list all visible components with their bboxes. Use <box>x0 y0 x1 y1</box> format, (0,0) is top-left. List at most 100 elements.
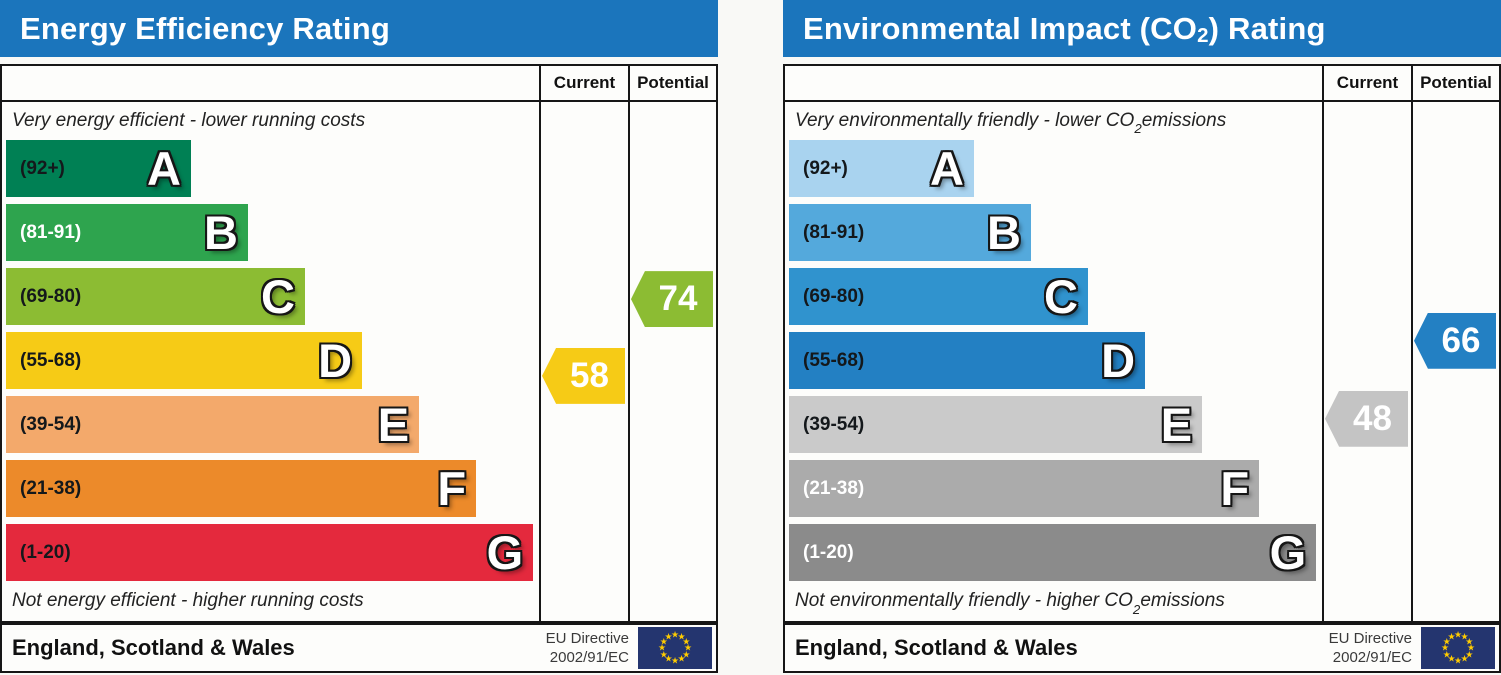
band-letter: A <box>146 142 181 195</box>
band-letter: B <box>987 206 1021 259</box>
band-row-d: (55-68) D <box>6 332 363 389</box>
chart-footer: England, Scotland & Wales EU Directive 2… <box>783 623 1501 673</box>
current-col: 48 <box>1322 102 1411 621</box>
eu-star: ★ <box>659 636 668 646</box>
band-range-label: (21-38) <box>803 477 865 499</box>
band-letter: G <box>486 526 524 579</box>
eu-star: ★ <box>683 642 693 653</box>
eu-directive-line2: 2002/91/EC <box>1332 649 1412 666</box>
band-range-label: (92+) <box>803 157 848 179</box>
band-row-f: (21-38) F <box>789 460 1260 517</box>
current-rating-value: 48 <box>1353 398 1392 438</box>
eu-directive-label: EU Directive 2002/91/EC <box>1329 629 1412 668</box>
band-range-label: (81-91) <box>20 221 82 243</box>
band-row-g: (1-20) G <box>6 524 534 581</box>
rating-table: Current Potential Very environmentally f… <box>783 64 1501 623</box>
column-header-potential: Potential <box>1411 66 1499 100</box>
band-letter: A <box>929 142 964 195</box>
column-header-potential: Potential <box>628 66 716 100</box>
current-rating-arrow: 58 <box>542 347 625 404</box>
band-row-b: (81-91) B <box>789 204 1031 261</box>
current-rating-value: 58 <box>570 355 609 395</box>
band-row-a: (92+) A <box>6 140 191 197</box>
top-note-subscript: 2 <box>1134 121 1142 136</box>
band-row-e: (39-54) E <box>6 396 420 453</box>
band-range-label: (39-54) <box>20 413 82 435</box>
potential-rating-arrow: 74 <box>631 271 713 328</box>
bottom-note-suffix: emissions <box>1140 590 1225 611</box>
eu-flag: ★ ★ ★ ★ ★ ★ ★ ★ ★ ★ ★ ★ <box>1421 627 1495 669</box>
band-letter: E <box>377 398 410 451</box>
eu-star: ★ <box>1440 642 1450 653</box>
chart-title-suffix: ) Rating <box>1208 10 1326 46</box>
eu-star: ★ <box>677 631 686 642</box>
band-letter: C <box>1044 270 1078 323</box>
band-letter: E <box>1160 398 1193 451</box>
band-letter: D <box>318 334 353 387</box>
chart-title-bar: Environmental Impact (CO 2) Rating <box>783 0 1501 57</box>
band-letter: F <box>1220 462 1250 515</box>
eu-directive-label: EU Directive 2002/91/EC <box>546 629 629 668</box>
eu-star: ★ <box>670 629 680 640</box>
current-rating-arrow: 48 <box>1325 390 1408 447</box>
band-range-label: (55-68) <box>20 349 82 371</box>
band-range-label: (21-38) <box>20 477 82 499</box>
potential-rating-value: 74 <box>658 279 698 319</box>
chart-title: Energy Efficiency Rating <box>20 10 391 46</box>
band-letter: C <box>261 270 295 323</box>
eu-directive-line2: 2002/91/EC <box>549 649 629 666</box>
top-note: Very environmentally friendly - lower CO… <box>785 102 1322 140</box>
band-row-g: (1-20) G <box>789 524 1317 581</box>
top-note-text: Very environmentally friendly - lower CO <box>795 110 1135 131</box>
band-range-label: (39-54) <box>803 413 865 435</box>
top-note: Very energy efficient - lower running co… <box>2 102 539 140</box>
band-row-c: (69-80) C <box>6 268 305 325</box>
band-row-c: (69-80) C <box>789 268 1088 325</box>
chart-title-subscript: 2 <box>1197 24 1209 47</box>
band-range-label: (1-20) <box>20 541 71 563</box>
eu-star: ★ <box>1447 653 1456 664</box>
band-range-label: (92+) <box>20 157 65 179</box>
eu-star: ★ <box>682 649 691 659</box>
rating-body: Very energy efficient - lower running co… <box>2 102 716 621</box>
eu-star: ★ <box>1442 636 1451 646</box>
band-row-e: (39-54) E <box>789 396 1203 453</box>
current-col: 58 <box>539 102 628 621</box>
chart-title-bar: Energy Efficiency Rating <box>0 0 718 57</box>
eu-star: ★ <box>664 653 673 664</box>
header-spacer <box>785 66 1322 100</box>
band-range-label: (69-80) <box>20 285 82 307</box>
band-letter: B <box>204 206 238 259</box>
rating-body: Very environmentally friendly - lower CO… <box>785 102 1499 621</box>
band-range-label: (1-20) <box>803 541 854 563</box>
band-range-label: (81-91) <box>803 221 865 243</box>
band-row-f: (21-38) F <box>6 460 477 517</box>
chart-title: Environmental Impact (CO <box>803 10 1198 46</box>
environmental-impact-chart: Environmental Impact (CO 2) Rating Curren… <box>783 0 1501 675</box>
scale-column: Very energy efficient - lower running co… <box>2 102 539 621</box>
eu-star: ★ <box>682 636 691 646</box>
region-label: England, Scotland & Wales <box>12 635 295 660</box>
eu-star: ★ <box>657 642 667 653</box>
band-letter: F <box>437 462 467 515</box>
bands: (92+) A (81-91) B (69-80) C (55-68) D (39-54) E (2… <box>785 140 1322 581</box>
header-spacer <box>2 66 539 100</box>
eu-flag: ★ ★ ★ ★ ★ ★ ★ ★ ★ ★ ★ ★ <box>638 627 712 669</box>
eu-star: ★ <box>1447 631 1456 642</box>
column-header-row: Current Potential <box>2 66 716 102</box>
region-label: England, Scotland & Wales <box>795 635 1078 660</box>
band-row-b: (81-91) B <box>6 204 248 261</box>
potential-rating-arrow: 66 <box>1414 312 1496 369</box>
eu-directive-line1: EU Directive <box>1328 629 1412 647</box>
eu-star: ★ <box>1453 629 1463 640</box>
eu-directive-line1: EU Directive <box>545 629 629 647</box>
top-note-text: Very energy efficient - lower running co… <box>12 110 366 131</box>
bands: (92+) A (81-91) B (69-80) C (55-68) D (39-54) E (2… <box>2 140 539 581</box>
eu-star: ★ <box>1460 631 1469 642</box>
potential-rating-value: 66 <box>1441 320 1481 360</box>
band-row-d: (55-68) D <box>789 332 1146 389</box>
eu-star: ★ <box>677 653 686 664</box>
bottom-note-text: Not environmentally friendly - higher CO <box>795 590 1133 611</box>
bottom-note: Not energy efficient - higher running co… <box>2 581 539 621</box>
